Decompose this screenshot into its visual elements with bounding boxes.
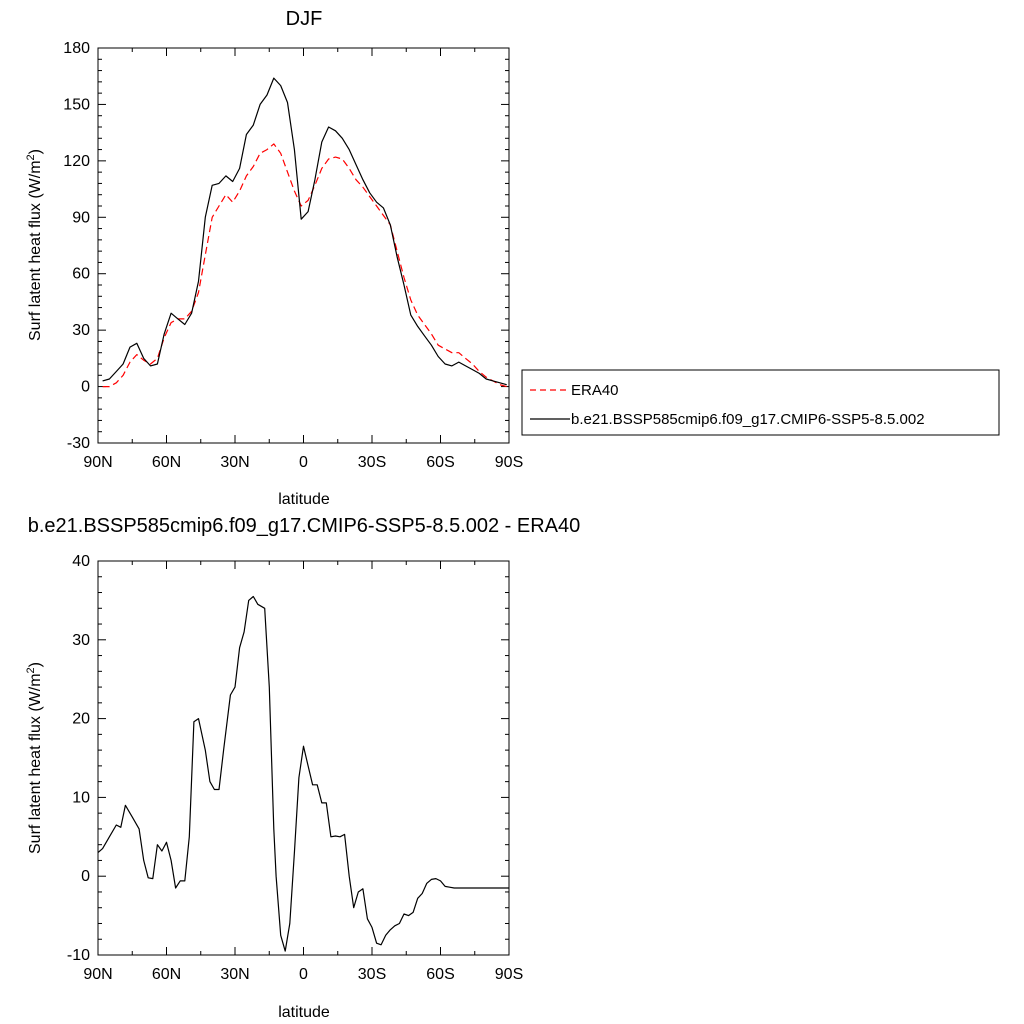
bottom-plot-frame [97, 560, 510, 956]
top-y-tick-label: 150 [63, 96, 90, 113]
top-x-tick-label: 60S [426, 454, 454, 471]
bottom-x-tick-label: 0 [299, 966, 308, 983]
top-y-tick-label: 180 [63, 40, 90, 57]
legend: ERA40 b.e21.BSSP585cmip6.f09_g17.CMIP6-S… [521, 369, 1000, 436]
bottom-x-tick-label: 90N [83, 966, 112, 983]
bottom-chart-title: b.e21.BSSP585cmip6.f09_g17.CMIP6-SSP5-8.… [28, 515, 581, 537]
legend-label-era40: ERA40 [571, 382, 619, 399]
top-y-tick-label: 0 [81, 379, 90, 396]
top-x-tick-label: 90S [495, 454, 523, 471]
legend-label-model: b.e21.BSSP585cmip6.f09_g17.CMIP6-SSP5-8.… [571, 411, 925, 428]
bottom-x-tick-label: 30S [358, 966, 386, 983]
top-y-axis-title-main: Surf latent heat flux (W/m [27, 160, 44, 341]
top-x-axis-title: latitude [278, 491, 330, 508]
bottom-y-tick-label: 40 [72, 553, 90, 570]
bottom-series-group [97, 595, 509, 952]
bottom-y-axis-title-main: Surf latent heat flux (W/m [27, 673, 44, 854]
top-series-line-1 [102, 77, 507, 386]
top-plot-frame [97, 47, 510, 444]
bottom-x-tick-label: 30N [220, 966, 249, 983]
bottom-y-tick-label: 0 [81, 868, 90, 885]
top-y-axis-title-sup: 2 [25, 154, 37, 160]
top-x-tick-label: 0 [299, 454, 308, 471]
bottom-y-axis: -10 0 10 20 30 40 [67, 553, 509, 964]
bottom-panel: b.e21.BSSP585cmip6.f09_g17.CMIP6-SSP5-8.… [25, 515, 580, 1021]
top-y-tick-label: 30 [72, 322, 90, 339]
top-x-axis: 90N 60N 30N 0 30S 60S 90S [83, 48, 523, 471]
bottom-y-axis-title: Surf latent heat flux (W/m2) [25, 662, 44, 854]
top-series-line-0 [102, 143, 507, 388]
legend-box [521, 369, 1000, 436]
bottom-x-tick-label: 60S [426, 966, 454, 983]
top-y-axis-title-close: ) [27, 149, 44, 154]
top-x-tick-label: 90N [83, 454, 112, 471]
top-y-axis-title: Surf latent heat flux (W/m2) [25, 149, 44, 341]
top-panel: DJF -30 0 30 60 90 120 150 180 90N 60N 30N 0 30S 60S… [25, 8, 523, 508]
top-y-tick-label: 60 [72, 266, 90, 283]
bottom-y-tick-label: 20 [72, 711, 90, 728]
bottom-y-axis-title-sup: 2 [25, 667, 37, 673]
top-y-tick-label: -30 [67, 435, 90, 452]
bottom-x-tick-label: 90S [495, 966, 523, 983]
top-y-tick-label: 90 [72, 209, 90, 226]
bottom-y-tick-label: 10 [72, 789, 90, 806]
bottom-series-line-0 [97, 595, 509, 952]
top-x-tick-label: 30N [220, 454, 249, 471]
top-y-tick-label: 120 [63, 153, 90, 170]
bottom-y-axis-title-close: ) [27, 662, 44, 667]
top-y-axis: -30 0 30 60 90 120 150 180 [63, 40, 509, 452]
bottom-y-tick-label: -10 [67, 947, 90, 964]
bottom-x-axis-title: latitude [278, 1004, 330, 1021]
top-series-group [102, 77, 507, 388]
top-x-tick-label: 30S [358, 454, 386, 471]
bottom-x-tick-label: 60N [152, 966, 181, 983]
top-x-tick-label: 60N [152, 454, 181, 471]
bottom-x-axis: 90N 60N 30N 0 30S 60S 90S [83, 561, 523, 983]
top-chart-title: DJF [286, 8, 323, 30]
bottom-y-tick-label: 30 [72, 632, 90, 649]
